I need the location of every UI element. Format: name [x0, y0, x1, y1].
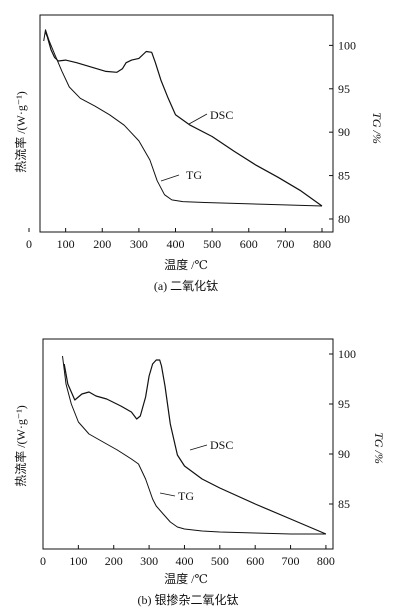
plot-frame [42, 338, 334, 550]
y-tick-label-right: 100 [338, 347, 356, 361]
x-tick-label: 500 [211, 554, 229, 568]
y-tick-labels-right: 80 85 90 95 100 [338, 38, 356, 226]
caption: (a) 二氧化钛 [154, 278, 218, 293]
x-tick-label: 700 [276, 237, 294, 251]
tg-series-line [62, 355, 326, 535]
x-tick-label: 200 [105, 554, 123, 568]
y-axis-title-right: TG /% [372, 432, 386, 464]
y-ticks-right [329, 353, 333, 505]
y-ticks-right [329, 44, 333, 220]
tg-leader-line [160, 174, 180, 182]
y-tick-label-right: 90 [338, 447, 350, 461]
x-ticks [42, 545, 327, 549]
x-tick-labels: 0 100 200 300 400 500 600 700 800 [40, 554, 335, 568]
x-tick-label: 100 [69, 554, 87, 568]
y-tick-label-right: 100 [338, 38, 356, 52]
y-tick-labels-right: 85 90 95 100 [338, 347, 356, 511]
x-tick-label: 400 [167, 237, 185, 251]
y-tick-label-right: 80 [338, 212, 350, 226]
tg-label: TG [186, 168, 202, 182]
x-tick-label: 800 [313, 237, 331, 251]
x-tick-label: 600 [246, 554, 264, 568]
x-ticks [28, 228, 323, 232]
x-tick-label: 500 [203, 237, 221, 251]
dsc-label: DSC [210, 108, 233, 122]
x-tick-labels: 0 100 200 300 400 500 600 700 800 [26, 237, 331, 251]
x-tick-label: 600 [240, 237, 258, 251]
y-axis-title-right: TG /% [370, 112, 384, 144]
y-tick-label-right: 95 [338, 82, 350, 96]
x-tick-label: 0 [26, 237, 32, 251]
x-tick-label: 0 [40, 554, 46, 568]
y-axis-title-left: 热流率 /(W·g⁻¹) [13, 405, 28, 487]
series-group [62, 355, 327, 535]
dsc-label: DSC [210, 438, 233, 452]
plot-frame [39, 14, 334, 233]
caption: (b) 银掺杂二氧化钛 [138, 592, 239, 607]
x-tick-label: 300 [140, 554, 158, 568]
tg-label: TG [178, 489, 194, 503]
panel-b: 0 100 200 300 400 500 600 700 800 85 90 95 100 温度 /… [13, 338, 386, 607]
dsc-series-line [44, 32, 323, 207]
x-tick-label: 200 [93, 237, 111, 251]
x-axis-title: 温度 /℃ [164, 571, 208, 586]
y-axis-title-left: 热流率 /(W·g⁻¹) [13, 91, 28, 173]
x-tick-label: 400 [175, 554, 193, 568]
x-tick-label: 700 [282, 554, 300, 568]
x-tick-label: 800 [317, 554, 335, 568]
dsc-leader-line [188, 113, 208, 125]
tg-series-line [43, 29, 323, 207]
x-tick-label: 300 [130, 237, 148, 251]
x-axis-title: 温度 /℃ [164, 257, 208, 272]
y-tick-label-right: 95 [338, 397, 350, 411]
x-tick-label: 100 [57, 237, 75, 251]
dsc-leader-line [189, 444, 208, 451]
y-tick-label-right: 90 [338, 125, 350, 139]
tg-leader-line [159, 492, 176, 497]
dsc-series-line [63, 359, 327, 535]
y-tick-label-right: 85 [338, 497, 350, 511]
panel-a: 0 100 200 300 400 500 600 700 800 80 85 90 95 100 温度… [13, 14, 384, 293]
y-tick-label-right: 85 [338, 169, 350, 183]
series-group [43, 29, 323, 207]
